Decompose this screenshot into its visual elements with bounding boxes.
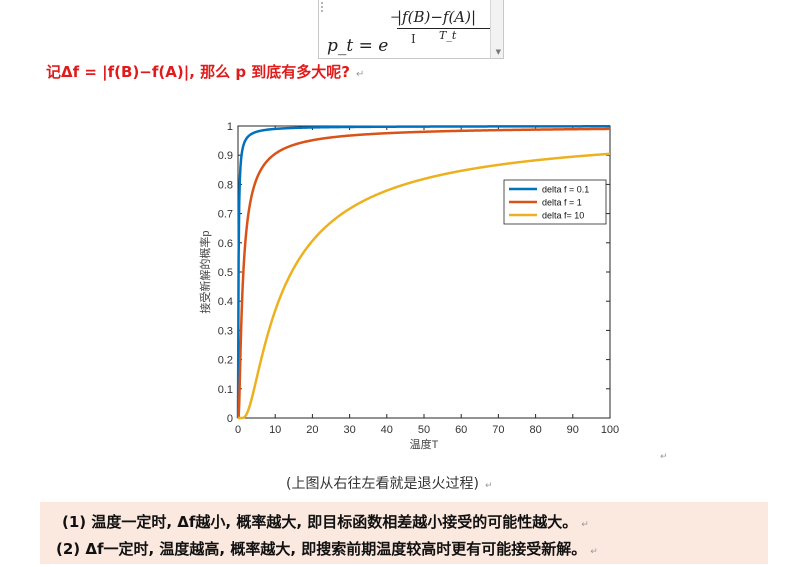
equation-object[interactable]: p_t = e − |f(B)−f(A)| T_t I ▼: [318, 0, 504, 59]
chart-svg: 0 0.1 0.2 0.3 0.4 0.5 0.6 0.7 0.8 0.9 1 0 10 20 30 40 5…: [198, 121, 619, 451]
x-tick-label: 50: [418, 424, 430, 436]
y-tick-label: 0.4: [218, 296, 233, 308]
legend: delta f = 0.1 delta f = 1 delta f= 10: [503, 179, 607, 225]
paragraph-mark-icon: ↵: [590, 547, 598, 557]
scroll-down-arrow-icon[interactable]: ▼: [495, 48, 501, 56]
scrollbar[interactable]: ▼: [490, 0, 503, 58]
y-tick-label: 0.3: [218, 325, 233, 337]
fraction-bar: [397, 28, 491, 29]
formula-exponent-sign: −: [390, 10, 401, 24]
legend-label: delta f = 1: [542, 198, 582, 208]
x-tick-label: 30: [343, 424, 355, 436]
paragraph-mark-icon: ↵: [581, 520, 589, 530]
drag-handle-icon[interactable]: [321, 2, 327, 12]
y-tick-label: 0.6: [218, 238, 233, 250]
legend-label: delta f = 0.1: [542, 185, 589, 195]
probability-chart: 0 0.1 0.2 0.3 0.4 0.5 0.6 0.7 0.8 0.9 1 0 10 20 30 40 5…: [196, 112, 632, 464]
text-cursor-icon: I: [411, 32, 416, 46]
summary-text-1: (1) 温度一定时, Δf越小, 概率越大, 即目标函数相差越小接受的可能性越大…: [62, 513, 578, 531]
series-line-1: [236, 125, 610, 419]
y-tick-label: 0.1: [218, 384, 233, 396]
paragraph-mark-icon: ↵: [660, 452, 668, 462]
paragraph-mark-icon: ↵: [356, 69, 365, 80]
figure-caption: (上图从右往左看就是退火过程) ↵: [286, 473, 492, 493]
x-axis-label: 温度T: [410, 437, 439, 451]
heading-text: 记Δf = |f(B)−f(A)|, 那么 p 到底有多大呢?: [46, 63, 350, 81]
x-tick-label: 100: [601, 424, 619, 436]
heading-line: 记Δf = |f(B)−f(A)|, 那么 p 到底有多大呢? ↵: [46, 61, 364, 82]
caption-text: (上图从右往左看就是退火过程): [286, 476, 479, 492]
y-tick-label: 0.7: [218, 209, 233, 221]
y-tick-label: 0.8: [218, 179, 233, 191]
paragraph-mark-icon: ↵: [484, 481, 493, 491]
summary-line-2: (2) Δf一定时, 温度越高, 概率越大, 即搜索前期温度较高时更有可能接受新…: [56, 538, 598, 559]
x-tick-label: 60: [455, 424, 467, 436]
series-line-2: [237, 127, 610, 419]
series-line-3: [238, 152, 611, 420]
y-tick-label: 0: [227, 413, 233, 425]
x-tick-label: 20: [306, 424, 318, 436]
summary-box: (1) 温度一定时, Δf越小, 概率越大, 即目标函数相差越小接受的可能性越大…: [40, 502, 768, 564]
formula-numerator: |f(B)−f(A)|: [397, 8, 477, 26]
legend-label: delta f= 10: [542, 211, 584, 221]
x-tick-label: 10: [269, 424, 281, 436]
plot-area: [237, 125, 611, 419]
formula-lhs: p_t = e: [327, 36, 389, 56]
y-tick-label: 0.5: [218, 267, 233, 279]
formula-denominator: T_t: [439, 29, 457, 42]
x-tick-label: 70: [492, 424, 504, 436]
y-tick-label: 1: [227, 121, 233, 133]
y-axis-label: 接受新解的概率p: [198, 230, 212, 313]
y-tick-label: 0.9: [218, 150, 233, 162]
x-tick-label: 80: [529, 424, 541, 436]
x-tick-label: 0: [235, 424, 241, 436]
summary-line-1: (1) 温度一定时, Δf越小, 概率越大, 即目标函数相差越小接受的可能性越大…: [62, 511, 589, 532]
summary-text-2: (2) Δf一定时, 温度越高, 概率越大, 即搜索前期温度较高时更有可能接受新…: [56, 540, 587, 558]
x-tick-label: 90: [567, 424, 579, 436]
x-tick-label: 40: [381, 424, 393, 436]
y-tick-label: 0.2: [218, 355, 233, 367]
